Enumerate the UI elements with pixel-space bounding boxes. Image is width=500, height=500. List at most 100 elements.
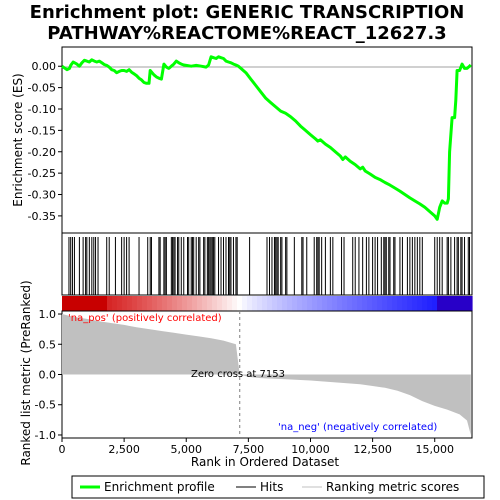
- colorbar-segment: [147, 296, 153, 311]
- colorbar-segment: [327, 296, 333, 311]
- ranking-metric-area: [62, 314, 471, 435]
- colorbar-segment: [92, 296, 98, 311]
- colorbar-segment: [452, 296, 458, 311]
- colorbar-segment: [307, 296, 313, 311]
- colorbar-segment: [447, 296, 453, 311]
- es-ytick-label: -0.15: [28, 124, 56, 137]
- colorbar-segment: [357, 296, 363, 311]
- colorbar-segment: [292, 296, 298, 311]
- colorbar-segment: [182, 296, 188, 311]
- colorbar-segment: [72, 296, 78, 311]
- colorbar-segment: [347, 296, 353, 311]
- chart-title-line2: PATHWAY%REACTOME%REACT_12627.3: [47, 23, 446, 44]
- hit-marks: [68, 237, 471, 295]
- es-panel-ticks: 0.00 -0.05 -0.10 -0.15 -0.20 -0.25 -0.30 -0.35: [28, 60, 62, 223]
- metric-ytick-label: -0.5: [35, 399, 56, 412]
- colorbar-segment: [237, 296, 243, 311]
- colorbar-segment: [332, 296, 338, 311]
- x-axis-ticks: 0 2,500 5,000 7,500 10,000 12,500 15,000: [59, 438, 454, 456]
- es-ytick-label: -0.25: [28, 167, 56, 180]
- colorbar-segment: [362, 296, 368, 311]
- colorbar-segment: [297, 296, 303, 311]
- colorbar-segment: [132, 296, 138, 311]
- metric-ytick-label: 1.0: [39, 308, 57, 321]
- colorbar-segment: [192, 296, 198, 311]
- colorbar-segment: [352, 296, 358, 311]
- colorbar-segment: [212, 296, 218, 311]
- colorbar-segment: [207, 296, 213, 311]
- colorbar-segment: [247, 296, 253, 311]
- colorbar-segment: [412, 296, 418, 311]
- colorbar-segment: [137, 296, 143, 311]
- colorbar-segment: [107, 296, 113, 311]
- colorbar-segment: [402, 296, 408, 311]
- colorbar-segment: [462, 296, 468, 311]
- legend: Enrichment profile Hits Ranking metric sco…: [80, 480, 459, 494]
- colorbar-segment: [127, 296, 133, 311]
- colorbar-segment: [222, 296, 228, 311]
- colorbar-segment: [242, 296, 248, 311]
- metric-ytick-label: 0.5: [39, 338, 57, 351]
- colorbar-segment: [97, 296, 103, 311]
- colorbar-segment: [437, 296, 443, 311]
- colorbar-segment: [162, 296, 168, 311]
- ranking-colorbar: [62, 296, 473, 311]
- colorbar-segment: [367, 296, 373, 311]
- x-tick-label: 2,500: [108, 443, 140, 456]
- colorbar-segment: [172, 296, 178, 311]
- es-ytick-label: -0.10: [28, 103, 56, 116]
- colorbar-segment: [217, 296, 223, 311]
- es-ytick-label: -0.20: [28, 146, 56, 159]
- colorbar-segment: [322, 296, 328, 311]
- colorbar-segment: [457, 296, 463, 311]
- colorbar-segment: [267, 296, 273, 311]
- colorbar-segment: [397, 296, 403, 311]
- colorbar-segment: [372, 296, 378, 311]
- legend-label: Hits: [260, 480, 283, 494]
- colorbar-segment: [82, 296, 88, 311]
- colorbar-segment: [467, 296, 473, 311]
- pos-correlated-label: 'na_pos' (positively correlated): [68, 313, 222, 324]
- x-tick-label: 12,500: [353, 443, 392, 456]
- colorbar-segment: [277, 296, 283, 311]
- x-tick-label: 15,000: [415, 443, 454, 456]
- es-panel-frame: [61, 46, 473, 234]
- colorbar-segment: [122, 296, 128, 311]
- colorbar-segment: [282, 296, 288, 311]
- colorbar-segment: [257, 296, 263, 311]
- colorbar-segment: [442, 296, 448, 311]
- colorbar-segment: [317, 296, 323, 311]
- colorbar-segment: [112, 296, 118, 311]
- es-ytick-label: -0.35: [28, 210, 56, 223]
- colorbar-segment: [232, 296, 238, 311]
- colorbar-segment: [417, 296, 423, 311]
- x-axis-label: Rank in Ordered Dataset: [191, 455, 339, 469]
- x-tick-label: 5,000: [170, 443, 202, 456]
- colorbar-segment: [422, 296, 428, 311]
- x-tick-label: 10,000: [291, 443, 330, 456]
- colorbar-segment: [407, 296, 413, 311]
- colorbar-segment: [152, 296, 158, 311]
- neg-correlated-label: 'na_neg' (negatively correlated): [278, 422, 437, 433]
- colorbar-segment: [272, 296, 278, 311]
- colorbar-segment: [87, 296, 93, 311]
- colorbar-segment: [77, 296, 83, 311]
- es-ytick-label: 0.00: [32, 60, 57, 73]
- es-ytick-label: -0.05: [28, 82, 56, 95]
- colorbar-segment: [167, 296, 173, 311]
- colorbar-segment: [302, 296, 308, 311]
- colorbar-segment: [312, 296, 318, 311]
- colorbar-segment: [392, 296, 398, 311]
- colorbar-segment: [432, 296, 438, 311]
- colorbar-segment: [382, 296, 388, 311]
- enrichment-profile-line: [61, 55, 472, 221]
- metric-ylabel: Ranked list metric (PreRanked): [19, 280, 33, 465]
- colorbar-segment: [387, 296, 393, 311]
- colorbar-segment: [337, 296, 343, 311]
- colorbar-segment: [202, 296, 208, 311]
- colorbar-segment: [62, 296, 68, 311]
- es-ylabel: Enrichment score (ES): [11, 73, 25, 206]
- colorbar-segment: [142, 296, 148, 311]
- metric-ytick-label: -1.0: [35, 429, 56, 442]
- colorbar-segment: [157, 296, 163, 311]
